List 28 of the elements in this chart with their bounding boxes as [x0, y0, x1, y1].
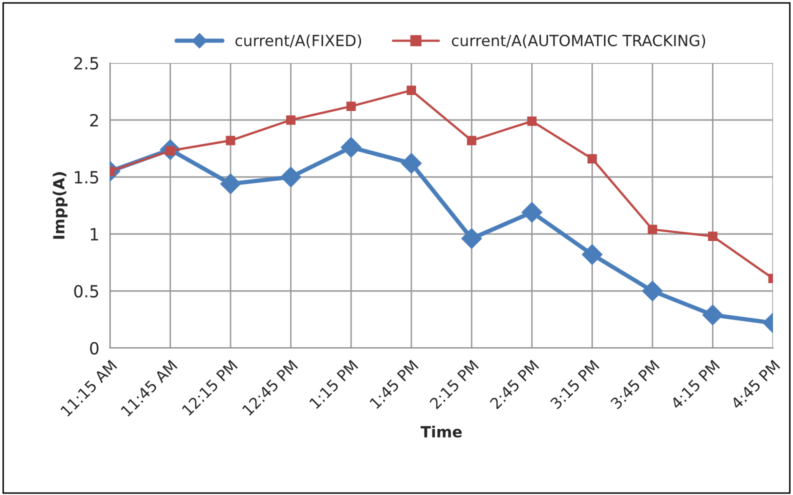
point	[702, 304, 724, 326]
point	[522, 202, 542, 223]
point	[642, 280, 663, 302]
point	[401, 152, 422, 174]
legend-label: current/A(AUTOMATIC TRACKING)	[452, 34, 706, 48]
y-tick-label: 2.5	[74, 56, 98, 70]
y-tick-label: 2	[90, 114, 98, 126]
point	[226, 136, 236, 146]
point	[466, 136, 476, 146]
y-tick-label: 0	[90, 342, 98, 355]
point	[648, 224, 658, 234]
y-tick-label: 1	[90, 228, 98, 240]
point	[406, 86, 416, 96]
y-tick-label: 1.5	[74, 171, 98, 184]
point	[527, 116, 537, 126]
point	[286, 115, 296, 125]
y-axis-title: Impp(A)	[52, 172, 68, 239]
point	[708, 232, 718, 241]
y-tick-label: 0.5	[74, 284, 98, 298]
x-axis-title: Time	[420, 426, 462, 438]
point	[280, 166, 302, 188]
legend-label: current/A(FIXED)	[235, 34, 362, 48]
point	[346, 102, 356, 112]
point	[587, 154, 597, 164]
point	[461, 228, 482, 249]
point	[220, 174, 241, 194]
point	[582, 244, 603, 265]
point	[340, 137, 362, 158]
